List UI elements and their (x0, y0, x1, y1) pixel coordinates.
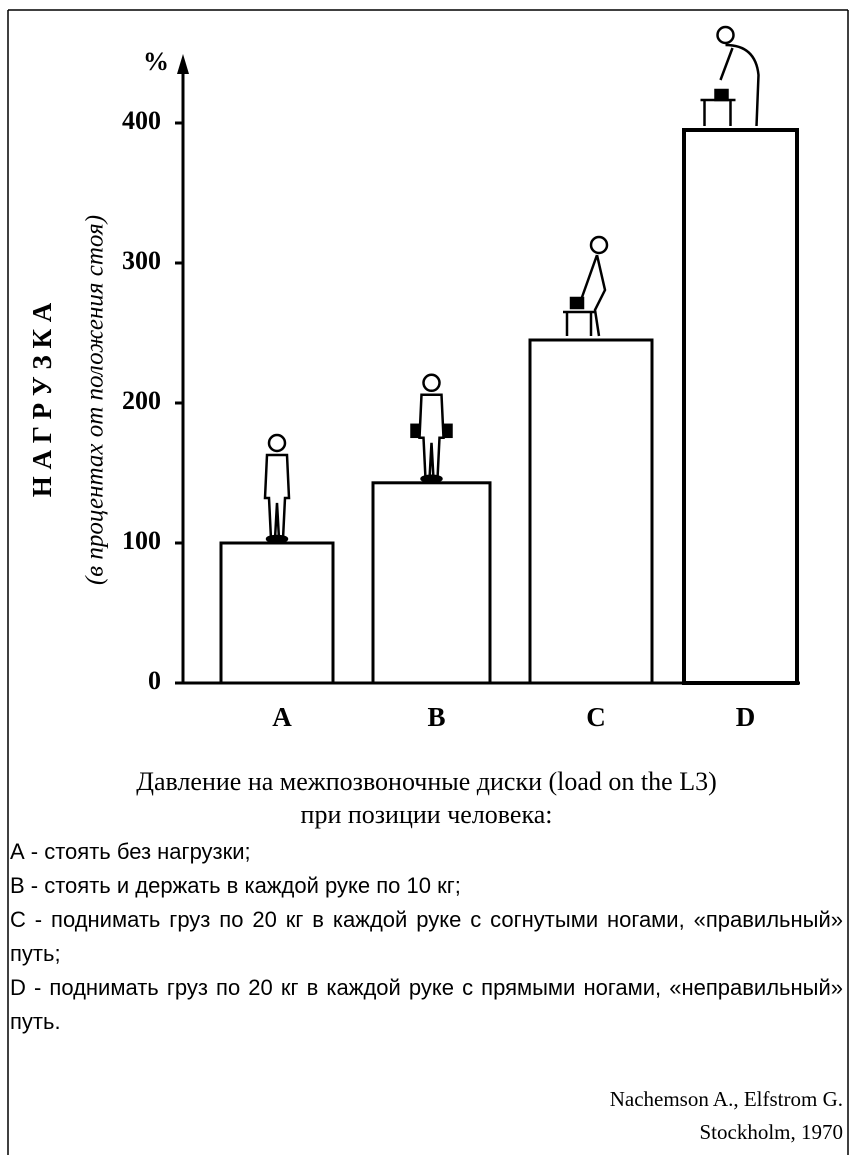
notes-line: С - поднимать груз по 20 кг в каждой рук… (10, 903, 843, 971)
y-tick-label: 0 (148, 666, 161, 695)
caption: Давление на межпозвоночные диски (load o… (10, 765, 843, 831)
page: % Н А Г Р У З К А (в процентах от положе… (0, 0, 855, 1155)
y-axis-subtitle: (в процентах от положения стоя) (82, 215, 109, 585)
x-tick-label: C (586, 702, 606, 732)
figure-weight (716, 90, 728, 100)
y-tick-label: 100 (122, 526, 161, 555)
figure-head (424, 375, 440, 391)
figure-weight (445, 425, 452, 437)
notes-line: А - стоять без нагрузки; (10, 835, 843, 869)
caption-line: Давление на межпозвоночные диски (load o… (10, 765, 843, 798)
figure (412, 375, 452, 482)
figure-body (265, 455, 289, 539)
y-tick-label: 400 (122, 106, 161, 135)
figure-weight (571, 298, 583, 308)
x-tick-label: D (736, 702, 756, 732)
y-tick-label: 200 (122, 386, 161, 415)
notes-line: В - стоять и держать в каждой руке по 10… (10, 869, 843, 903)
caption-line: при позиции человека: (10, 798, 843, 831)
figure-feet (267, 536, 287, 542)
y-axis-arrow (177, 54, 189, 74)
source-line: Stockholm, 1970 (610, 1116, 843, 1149)
notes: А - стоять без нагрузки;В - стоять и дер… (10, 835, 843, 1039)
bar (530, 340, 652, 683)
bar (684, 130, 797, 683)
y-unit: % (143, 47, 169, 76)
source: Nachemson A., Elfstrom G.Stockholm, 1970 (610, 1083, 843, 1149)
x-tick-label: A (272, 702, 292, 732)
notes-line: D - поднимать груз по 20 кг в каждой рук… (10, 971, 843, 1039)
figure-feet (422, 476, 442, 482)
figure-head (269, 435, 285, 451)
x-tick-label: B (427, 702, 445, 732)
stool (701, 100, 736, 126)
figure-head (718, 27, 734, 43)
figure (265, 435, 289, 542)
figure-weight (412, 425, 419, 437)
figure (701, 27, 759, 126)
stool (563, 312, 595, 336)
figure (563, 237, 607, 336)
y-axis-title: Н А Г Р У З К А (27, 302, 57, 497)
bar (221, 543, 333, 683)
bar (373, 483, 490, 683)
source-line: Nachemson A., Elfstrom G. (610, 1083, 843, 1116)
figure-body (581, 255, 605, 336)
figure-body (420, 395, 444, 479)
y-tick-label: 300 (122, 246, 161, 275)
figure-head (591, 237, 607, 253)
figure-body (721, 45, 759, 126)
